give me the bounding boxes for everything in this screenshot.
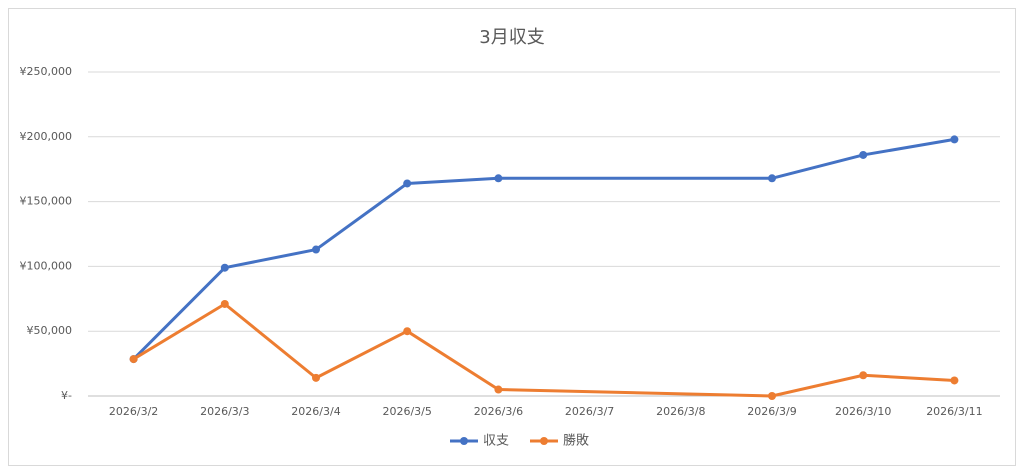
x-tick-label: 2026/3/5 [382, 405, 431, 418]
x-tick-label: 2026/3/3 [200, 405, 249, 418]
chart-border [8, 8, 1016, 466]
x-tick-label: 2026/3/10 [835, 405, 891, 418]
x-tick-label: 2026/3/8 [656, 405, 705, 418]
point [403, 179, 412, 188]
x-tick-label: 2026/3/2 [109, 405, 158, 418]
point [768, 174, 776, 183]
y-tick-label: ¥- [61, 389, 72, 402]
point [312, 373, 320, 382]
chart-title: 3月収支 [479, 27, 544, 48]
y-tick-label: ¥100,000 [20, 259, 73, 272]
x-tick-label: 2026/3/9 [747, 405, 796, 418]
point [220, 299, 229, 308]
legend-marker [540, 437, 548, 445]
point [312, 245, 320, 254]
point [950, 135, 959, 144]
point [950, 376, 959, 385]
point [494, 174, 503, 183]
point [859, 371, 868, 380]
x-tick-label: 2026/3/6 [474, 405, 523, 418]
y-tick-label: ¥50,000 [27, 324, 73, 337]
point [220, 263, 229, 272]
x-tick-label: 2026/3/11 [926, 405, 982, 418]
gap-connector [496, 388, 774, 398]
y-tick-label: ¥250,000 [20, 65, 73, 78]
legend-label: 勝敗 [563, 434, 589, 449]
y-tick-label: ¥150,000 [20, 195, 73, 208]
y-tick-label: ¥200,000 [20, 130, 73, 143]
point [403, 327, 412, 336]
point [859, 150, 868, 159]
legend-label: 収支 [483, 434, 509, 449]
point [768, 392, 776, 400]
x-tick-label: 2026/3/4 [291, 405, 340, 418]
legend-marker [460, 437, 468, 445]
point [494, 385, 503, 394]
point [129, 355, 138, 364]
x-tick-label: 2026/3/7 [565, 405, 614, 418]
